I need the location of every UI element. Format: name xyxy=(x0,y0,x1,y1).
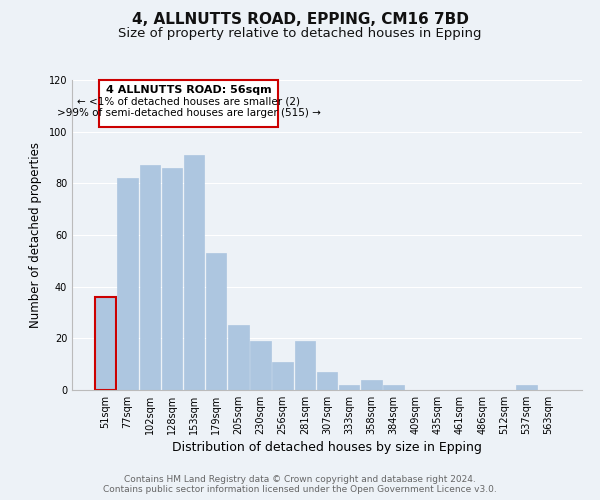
Bar xyxy=(184,155,204,390)
Bar xyxy=(339,385,359,390)
Bar xyxy=(161,168,182,390)
Text: Contains HM Land Registry data © Crown copyright and database right 2024.: Contains HM Land Registry data © Crown c… xyxy=(124,475,476,484)
Text: ← <1% of detached houses are smaller (2): ← <1% of detached houses are smaller (2) xyxy=(77,97,300,107)
Bar xyxy=(295,341,315,390)
X-axis label: Distribution of detached houses by size in Epping: Distribution of detached houses by size … xyxy=(172,441,482,454)
Text: 4, ALLNUTTS ROAD, EPPING, CM16 7BD: 4, ALLNUTTS ROAD, EPPING, CM16 7BD xyxy=(131,12,469,28)
Bar xyxy=(118,178,138,390)
Text: >99% of semi-detached houses are larger (515) →: >99% of semi-detached houses are larger … xyxy=(56,108,320,118)
Bar xyxy=(95,297,116,390)
Bar xyxy=(317,372,337,390)
Bar xyxy=(383,385,404,390)
Text: Contains public sector information licensed under the Open Government Licence v3: Contains public sector information licen… xyxy=(103,485,497,494)
Y-axis label: Number of detached properties: Number of detached properties xyxy=(29,142,41,328)
Text: 4 ALLNUTTS ROAD: 56sqm: 4 ALLNUTTS ROAD: 56sqm xyxy=(106,84,271,94)
Bar xyxy=(140,165,160,390)
Bar xyxy=(516,385,536,390)
Bar xyxy=(250,341,271,390)
Bar xyxy=(361,380,382,390)
Bar xyxy=(206,253,226,390)
Text: Size of property relative to detached houses in Epping: Size of property relative to detached ho… xyxy=(118,28,482,40)
Bar xyxy=(272,362,293,390)
Bar xyxy=(99,80,278,126)
Bar xyxy=(228,326,248,390)
